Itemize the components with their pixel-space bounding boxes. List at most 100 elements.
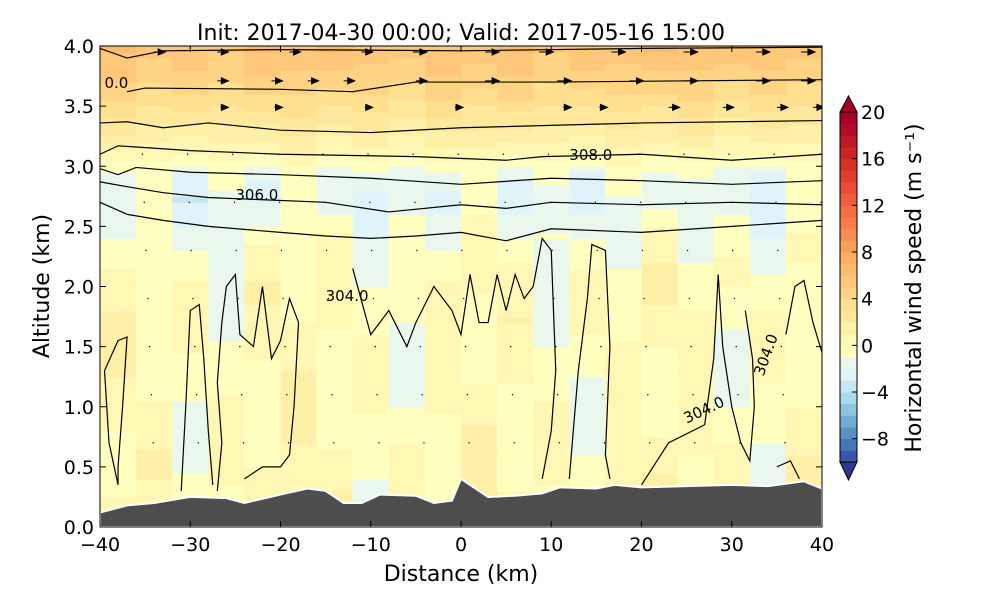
field-cell xyxy=(244,70,282,77)
field-cell xyxy=(244,226,282,233)
wind-arrow xyxy=(818,153,820,155)
field-cell xyxy=(785,94,822,101)
field-cell xyxy=(785,232,822,239)
field-cell xyxy=(424,406,462,414)
field-cell xyxy=(100,232,137,239)
colorbar-band xyxy=(840,357,857,370)
field-cell xyxy=(100,262,137,270)
field-cell xyxy=(172,292,209,300)
field-cell xyxy=(569,352,606,360)
field-cell xyxy=(533,100,570,107)
wind-arrow xyxy=(509,345,512,348)
field-cell xyxy=(497,232,534,239)
field-cell xyxy=(136,322,173,330)
field-cell xyxy=(461,154,498,161)
field-cell xyxy=(713,160,751,167)
terrain xyxy=(100,477,822,527)
field-cell xyxy=(569,436,606,444)
field-cell xyxy=(641,148,679,155)
field-cell xyxy=(388,382,426,390)
field-cell xyxy=(569,166,606,173)
field-cell xyxy=(388,238,426,246)
field-cell xyxy=(388,64,426,71)
field-cell xyxy=(388,328,426,336)
field-cell xyxy=(424,448,462,456)
field-cell xyxy=(713,184,751,191)
wind-arrow xyxy=(461,249,463,252)
field-cell xyxy=(569,70,606,77)
wind-arrow xyxy=(603,442,606,444)
field-cell xyxy=(569,322,606,330)
field-cell xyxy=(641,304,679,312)
wind-arrow xyxy=(596,249,598,252)
field-cell xyxy=(208,352,245,360)
field-cell xyxy=(461,334,498,342)
field-cell xyxy=(713,298,751,306)
wind-arrow xyxy=(639,201,642,204)
field-cell xyxy=(316,172,354,179)
colorbar-band xyxy=(840,170,857,183)
field-cell xyxy=(785,256,822,264)
field-cell xyxy=(244,490,282,498)
field-cell xyxy=(316,394,354,402)
field-cell xyxy=(605,400,643,408)
field-cell xyxy=(136,208,173,215)
field-cell xyxy=(641,52,679,59)
isentrope-line xyxy=(126,79,822,93)
field-cell xyxy=(677,136,715,143)
field-cell xyxy=(677,142,715,149)
field-cell xyxy=(388,118,426,125)
wind-arrow xyxy=(416,249,418,252)
field-cell xyxy=(749,274,787,282)
field-cell xyxy=(641,202,679,209)
wind-arrow xyxy=(735,345,737,348)
field-cell xyxy=(461,352,498,360)
field-cell xyxy=(208,394,245,402)
field-cell xyxy=(713,94,751,101)
field-cell xyxy=(172,484,209,492)
field-cell xyxy=(424,82,462,89)
field-cell xyxy=(280,130,318,137)
field-cell xyxy=(388,76,426,83)
field-cell xyxy=(641,154,679,161)
field-cell xyxy=(749,256,787,264)
field-cell xyxy=(677,166,715,173)
field-cell xyxy=(461,112,498,119)
field-cell xyxy=(244,352,282,360)
field-cell xyxy=(461,166,498,173)
field-cell xyxy=(677,184,715,191)
field-cell xyxy=(497,454,534,462)
field-cell xyxy=(208,346,245,354)
field-cell xyxy=(424,226,462,233)
field-cell xyxy=(569,364,606,372)
field-cell xyxy=(424,112,462,119)
field-cell xyxy=(749,454,787,462)
field-cell xyxy=(785,328,822,336)
field-cell xyxy=(388,352,426,360)
field-cell xyxy=(497,328,534,336)
field-cell xyxy=(749,472,787,480)
field-cell xyxy=(461,226,498,233)
field-cell xyxy=(677,304,715,312)
field-cell xyxy=(533,106,570,113)
field-cell xyxy=(533,172,570,179)
wind-arrow xyxy=(378,442,380,444)
field-cell xyxy=(785,52,822,59)
field-cell xyxy=(424,124,462,131)
field-cell xyxy=(352,148,390,155)
field-cell xyxy=(533,112,570,119)
field-cell xyxy=(100,190,137,197)
field-cell xyxy=(316,238,354,246)
field-cell xyxy=(280,232,318,239)
field-cell xyxy=(749,208,787,215)
chart-title: Init: 2017-04-30 00:00; Valid: 2017-05-1… xyxy=(197,21,725,46)
field-cell xyxy=(136,214,173,221)
wind-arrow xyxy=(563,103,573,112)
field-cell xyxy=(785,430,822,438)
field-cell xyxy=(569,154,606,161)
field-cell xyxy=(244,436,282,444)
field-cell xyxy=(424,262,462,270)
field-cell xyxy=(316,136,354,143)
field-cell xyxy=(497,58,534,65)
field-cell xyxy=(785,208,822,215)
